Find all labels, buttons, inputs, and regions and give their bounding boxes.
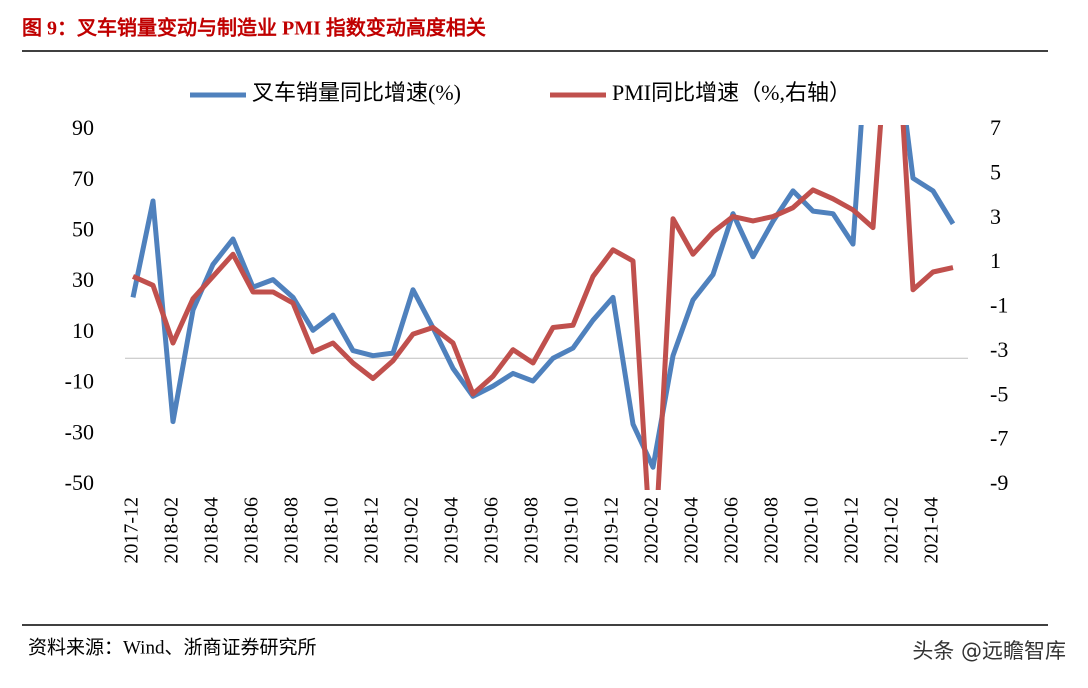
x-tick-label: 2019-06 [481, 497, 503, 564]
y-tick-label: 70 [72, 166, 94, 191]
x-tick-label: 2018-02 [161, 497, 183, 564]
x-tick-label: 2020-06 [721, 497, 743, 564]
y2-tick-label: 3 [990, 204, 1001, 229]
x-tick-label: 2020-10 [801, 497, 823, 564]
x-tick-label: 2020-02 [641, 497, 663, 564]
legend: 叉车销量同比增速(%) PMI同比增速（%,右轴） [190, 80, 851, 105]
x-tick-label: 2019-12 [601, 497, 623, 564]
y-tick-label: -30 [65, 419, 94, 444]
x-tick-label: 2019-10 [561, 497, 583, 564]
x-tick-label: 2021-04 [921, 497, 943, 564]
legend-label: 叉车销量同比增速(%) [252, 80, 461, 105]
y-tick-label: 90 [72, 115, 94, 140]
x-tick-label: 2021-02 [881, 497, 903, 564]
x-tick-label: 2019-08 [521, 497, 543, 564]
watermark: 头条 @远瞻智库 [912, 639, 1066, 663]
chart-title: 图 9：叉车销量变动与制造业 PMI 指数变动高度相关 [22, 16, 486, 40]
series-line [131, 125, 954, 490]
y2-tick-label: 7 [990, 115, 1001, 140]
y-tick-label: 50 [72, 216, 94, 241]
x-tick-label: 2020-12 [841, 497, 863, 564]
y-tick-label: 30 [72, 267, 94, 292]
x-tick-label: 2018-04 [201, 497, 223, 564]
source: 资料来源：Wind、浙商证券研究所 [28, 636, 316, 658]
y2-tick-label: -3 [990, 337, 1008, 362]
y-tick-label: -50 [65, 470, 94, 495]
x-tick-label: 2017-12 [121, 497, 143, 564]
x-tick-label: 2018-08 [281, 497, 303, 564]
x-tick-label: 2018-10 [321, 497, 343, 564]
y2-tick-label: -5 [990, 381, 1008, 406]
series-line [130, 125, 956, 470]
y-tick-label: 10 [72, 318, 94, 343]
x-tick-label: 2018-06 [241, 497, 263, 564]
y-tick-label: -10 [65, 369, 94, 394]
y2-tick-label: 5 [990, 159, 1001, 184]
x-tick-label: 2018-12 [361, 497, 383, 564]
x-tick-label: 2019-02 [401, 497, 423, 564]
x-tick-label: 2019-04 [441, 497, 463, 564]
y2-tick-label: -9 [990, 470, 1008, 495]
x-tick-label: 2020-08 [761, 497, 783, 564]
x-tick-label: 2020-04 [681, 497, 703, 564]
y2-tick-label: -7 [990, 426, 1008, 451]
legend-label: PMI同比增速（%,右轴） [612, 80, 851, 105]
y2-tick-label: -1 [990, 293, 1008, 318]
y2-tick-label: 1 [990, 248, 1001, 273]
